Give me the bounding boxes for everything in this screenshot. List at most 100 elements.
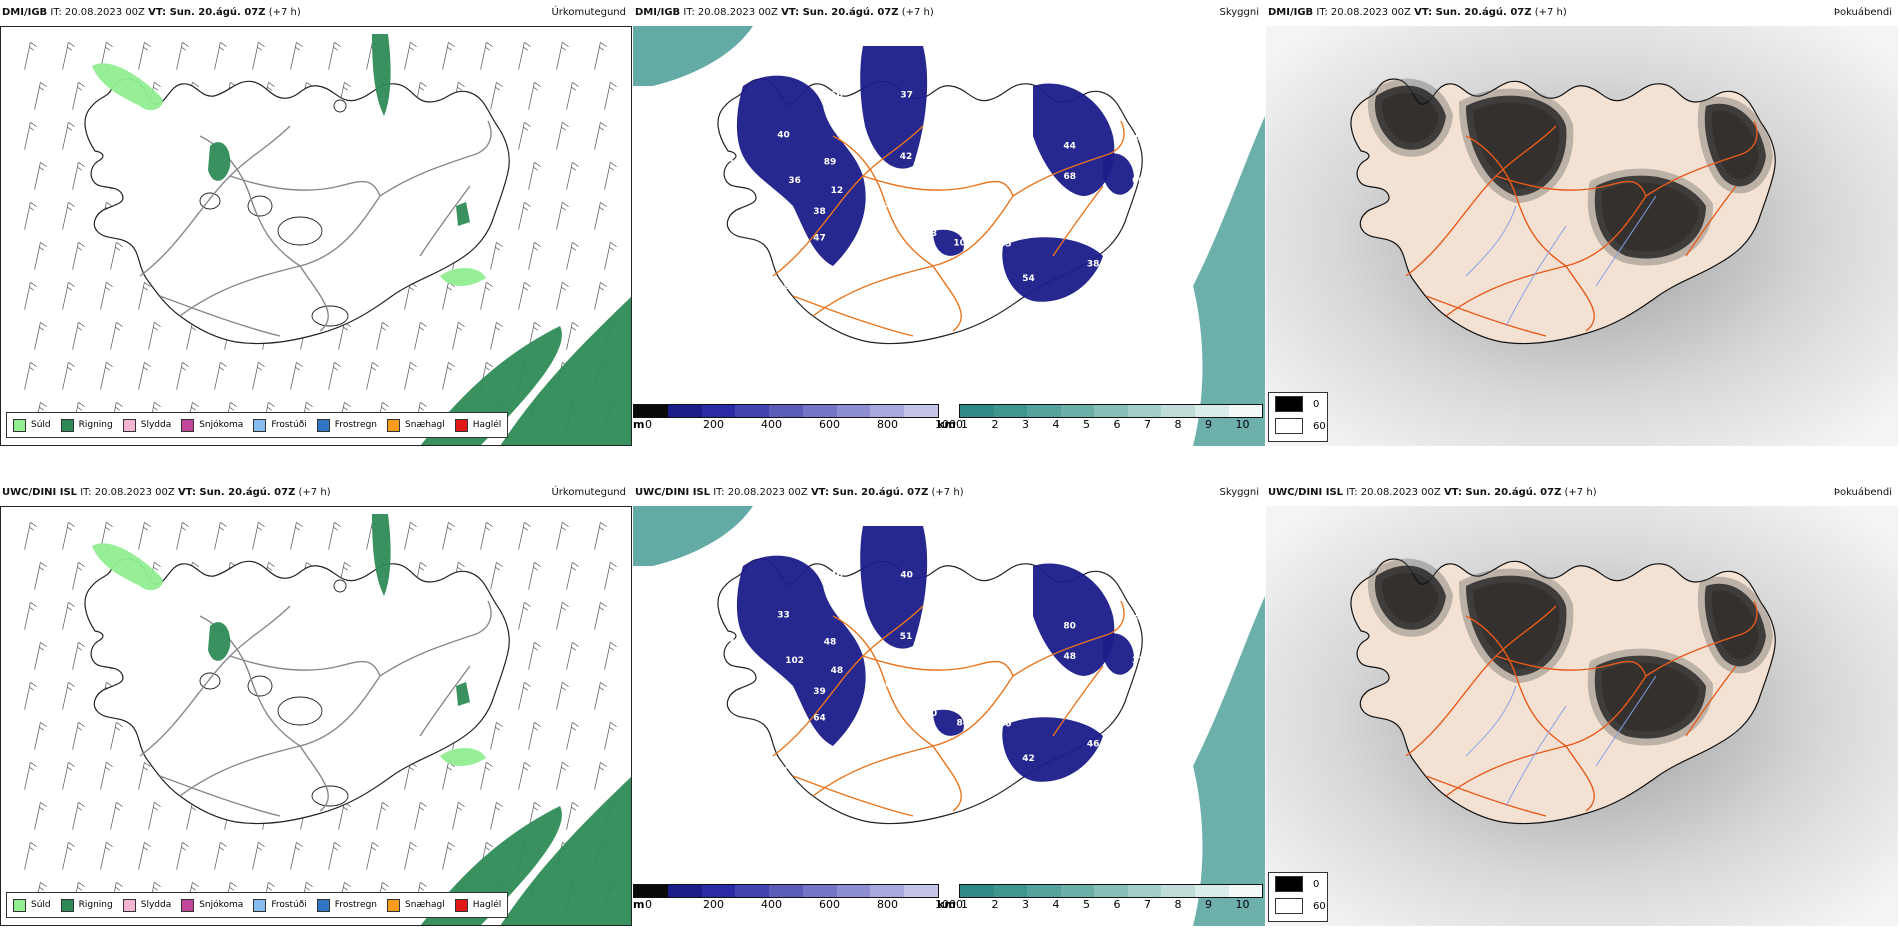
fog-halo (1368, 78, 1454, 157)
barb-feather (116, 321, 123, 328)
road (379, 600, 492, 677)
wind-barb (604, 241, 617, 270)
visibility-label: 55 (999, 239, 1012, 249)
colorbar-step (769, 885, 803, 897)
wind-barb (442, 281, 455, 310)
wind-barb (62, 761, 75, 790)
wind-barb (24, 761, 37, 790)
barb-feather (448, 361, 455, 368)
barb-feather (572, 321, 579, 328)
barb-feather (486, 361, 493, 368)
barb-feather (78, 801, 85, 808)
visibility-label: 37 (880, 765, 893, 775)
barb-feather (105, 46, 111, 51)
barb-staff (404, 842, 411, 870)
glacier-outlines (199, 579, 349, 807)
low-visibility-area (1002, 717, 1103, 782)
sea-visibility-zone (1193, 116, 1265, 446)
precip-legend-item: Frostúði (253, 898, 307, 912)
barb-feather (153, 86, 159, 91)
wind-barb (556, 281, 569, 310)
barb-staff (490, 802, 497, 830)
barb-feather (561, 286, 567, 291)
barb-feather (268, 561, 275, 568)
barb-feather (458, 81, 465, 88)
barb-feather (486, 841, 493, 848)
barb-staff (442, 522, 449, 550)
barb-staff (452, 802, 459, 830)
wind-barb (214, 521, 227, 550)
barb-feather (77, 566, 83, 571)
road (1685, 665, 1737, 737)
visibility-label: 48 (1063, 652, 1076, 662)
visibility-label: 66 (830, 91, 843, 101)
visibility-label: 61 (978, 218, 991, 228)
wind-barb (24, 121, 37, 150)
road (772, 125, 924, 277)
barb-staff (604, 82, 611, 110)
visibility-label: 46 (959, 275, 972, 285)
visibility-label: 52 (1132, 615, 1145, 625)
barb-staff (528, 562, 535, 590)
barb-feather (457, 566, 463, 571)
visibility-label: 60 (835, 261, 848, 271)
visibility-label: 50 (999, 719, 1012, 729)
low-visibility-area (1033, 563, 1115, 676)
barb-feather (344, 561, 351, 568)
barb-feather (600, 121, 607, 128)
legend-label: Slydda (140, 900, 172, 910)
barb-feather (220, 361, 227, 368)
barb-feather (572, 801, 579, 808)
legend-label: Frostúði (271, 900, 307, 910)
barb-feather (343, 326, 349, 331)
barb-feather (523, 206, 529, 211)
colorbar-step (802, 885, 837, 897)
colorbar-step (769, 405, 803, 417)
wind-barb (594, 601, 607, 630)
colorbar-tick: 0 (645, 898, 652, 911)
wind-barb (62, 601, 75, 630)
visibility-label: 84 (956, 718, 969, 728)
barb-feather (495, 326, 501, 331)
colorbar-unit-km: km (937, 898, 956, 911)
barb-feather (381, 806, 387, 811)
wind-barb (556, 121, 569, 150)
wind-barb (376, 801, 389, 830)
fog-map (1266, 506, 1898, 926)
barb-feather (599, 46, 605, 51)
colorbar-step (1060, 885, 1095, 897)
visibility-label: 39 (1013, 212, 1026, 222)
wind-barb (556, 681, 569, 710)
barb-feather (533, 326, 539, 331)
wind-barb (34, 241, 47, 270)
barb-feather (458, 561, 465, 568)
barb-feather (40, 641, 47, 648)
barb-staff (556, 762, 563, 790)
colorbar-step (1161, 885, 1195, 897)
barb-feather (334, 361, 341, 368)
barb-feather (409, 366, 415, 371)
barb-staff (518, 602, 525, 630)
barb-staff (566, 82, 573, 110)
visibility-label: 175 (1139, 230, 1158, 240)
barb-feather (39, 406, 45, 411)
barb-staff (528, 722, 535, 750)
colorbar-step (1127, 405, 1162, 417)
barb-feather (533, 166, 539, 171)
barb-feather (534, 321, 541, 328)
wind-barb (110, 241, 123, 270)
barb-feather (600, 201, 607, 208)
barb-feather (29, 526, 35, 531)
barb-feather (523, 766, 529, 771)
barb-staff (24, 202, 31, 230)
wind-barb (594, 121, 607, 150)
visibility-label: 33 (1132, 656, 1145, 666)
barb-staff (338, 802, 345, 830)
road (932, 745, 962, 812)
fog-dense-area (1466, 575, 1567, 676)
barb-feather (561, 206, 567, 211)
barb-feather (229, 886, 235, 891)
colorbar-step (735, 405, 770, 417)
road (379, 120, 492, 197)
visibility-label: 42 (900, 152, 913, 162)
